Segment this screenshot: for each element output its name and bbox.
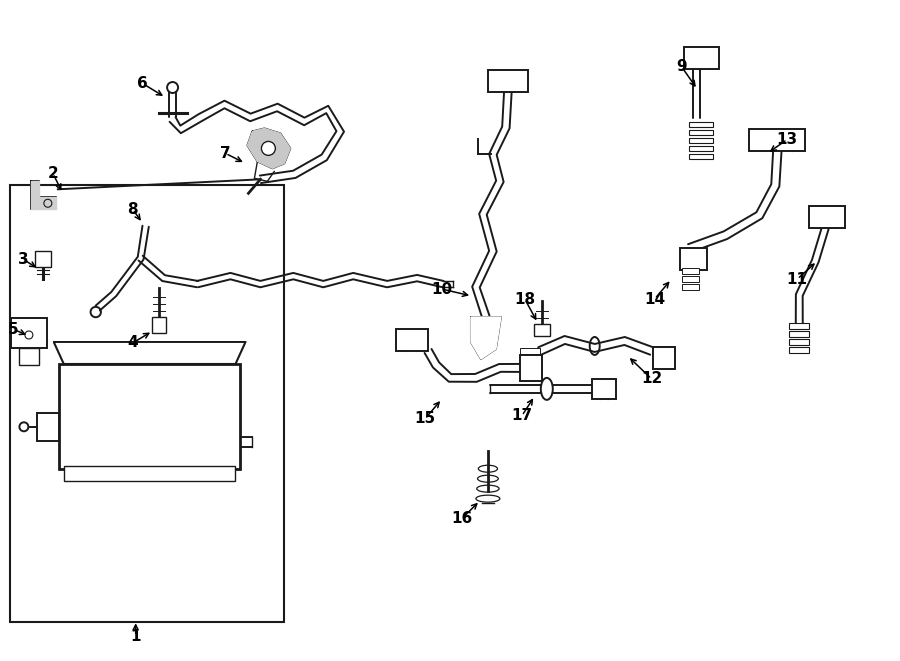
Text: 17: 17 — [511, 408, 533, 423]
Bar — [35, 251, 50, 267]
Text: 12: 12 — [641, 371, 662, 387]
Bar — [520, 372, 540, 378]
Text: 8: 8 — [128, 202, 138, 217]
Bar — [681, 284, 699, 290]
Circle shape — [20, 422, 29, 431]
Bar — [37, 413, 58, 441]
Text: 4: 4 — [128, 336, 138, 350]
FancyBboxPatch shape — [652, 347, 674, 369]
FancyBboxPatch shape — [683, 46, 719, 69]
Bar — [689, 137, 714, 143]
Bar — [19, 348, 39, 365]
Text: 14: 14 — [644, 292, 665, 307]
Bar — [789, 347, 809, 353]
Text: 6: 6 — [138, 76, 148, 91]
Text: 11: 11 — [787, 272, 808, 287]
Bar — [689, 130, 714, 135]
FancyBboxPatch shape — [520, 355, 542, 381]
Text: 13: 13 — [777, 132, 798, 147]
Ellipse shape — [541, 378, 553, 400]
FancyBboxPatch shape — [488, 69, 527, 91]
Bar — [11, 318, 47, 348]
Bar — [10, 185, 284, 623]
Bar — [58, 364, 240, 469]
Polygon shape — [248, 128, 291, 169]
Text: 7: 7 — [220, 146, 230, 161]
Bar — [520, 364, 540, 370]
Bar — [689, 153, 714, 159]
Text: 1: 1 — [130, 629, 141, 644]
Text: 3: 3 — [18, 252, 28, 266]
Bar — [151, 317, 166, 333]
Text: 9: 9 — [676, 59, 687, 74]
Bar — [681, 276, 699, 282]
Bar — [789, 331, 809, 337]
Bar — [681, 268, 699, 274]
Circle shape — [261, 141, 275, 155]
Bar — [689, 145, 714, 151]
Polygon shape — [31, 181, 56, 210]
Text: 5: 5 — [7, 321, 18, 336]
Text: 15: 15 — [415, 411, 436, 426]
Bar — [520, 348, 540, 354]
Text: 18: 18 — [514, 292, 536, 307]
Text: 2: 2 — [48, 166, 58, 181]
Bar — [689, 122, 714, 127]
Text: 10: 10 — [431, 282, 453, 297]
Text: 16: 16 — [451, 511, 472, 526]
FancyBboxPatch shape — [680, 248, 707, 270]
Polygon shape — [54, 342, 246, 364]
Bar — [520, 356, 540, 362]
Bar — [534, 324, 550, 336]
Bar — [789, 323, 809, 329]
FancyBboxPatch shape — [809, 206, 845, 228]
FancyBboxPatch shape — [591, 379, 616, 399]
FancyBboxPatch shape — [396, 329, 428, 351]
Polygon shape — [471, 317, 501, 359]
Bar — [789, 339, 809, 345]
Bar — [64, 466, 236, 481]
FancyBboxPatch shape — [750, 130, 806, 151]
